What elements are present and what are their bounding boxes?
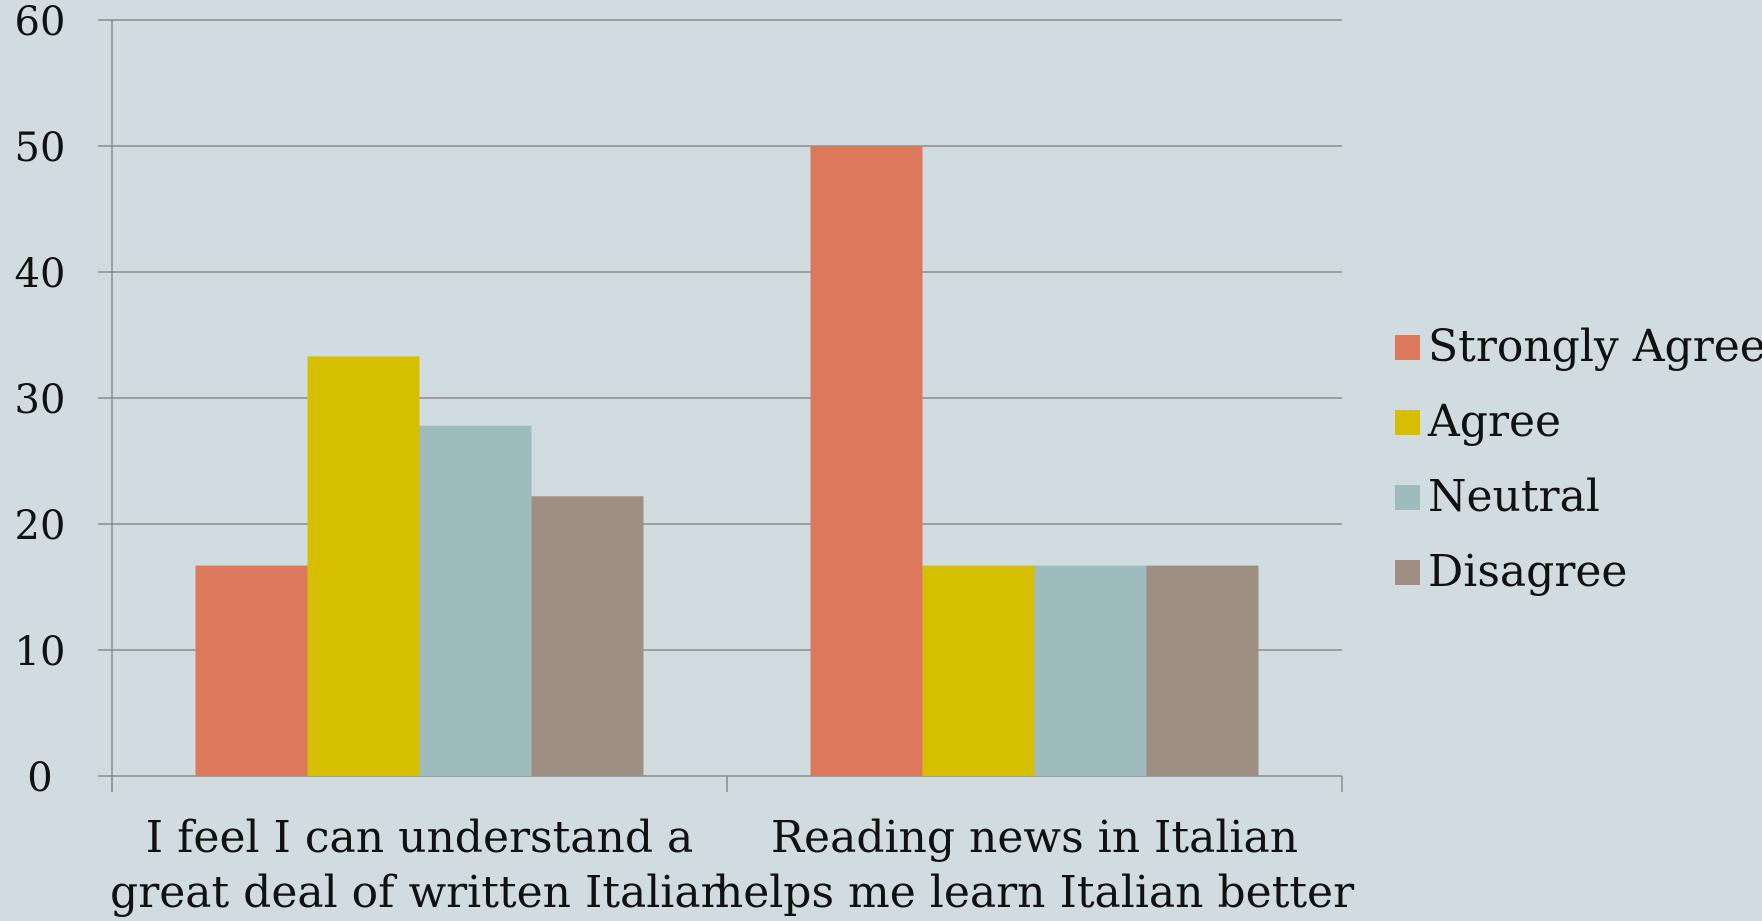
legend-label: Agree — [1428, 396, 1562, 447]
legend-label: Disagree — [1428, 546, 1628, 597]
y-tick-label: 40 — [15, 251, 66, 297]
legend-item: Disagree — [1395, 547, 1762, 597]
y-tick-label: 50 — [15, 125, 66, 171]
legend-item: Agree — [1395, 397, 1762, 447]
legend-label: Neutral — [1428, 471, 1600, 522]
x-category-label: helps me learn Italian better — [715, 867, 1355, 918]
x-category-label: great deal of written Italian — [110, 867, 729, 918]
legend-swatch — [1395, 334, 1420, 360]
legend-swatch — [1395, 484, 1420, 510]
legend-swatch — [1395, 559, 1420, 585]
bar-agree — [922, 565, 1035, 776]
bar-neutral — [419, 425, 532, 776]
legend-item: Strongly Agree — [1395, 322, 1762, 372]
bar-strongly-agree — [810, 146, 923, 776]
y-tick-label: 20 — [15, 503, 66, 549]
y-tick-label: 0 — [27, 755, 52, 801]
bar-disagree — [1146, 565, 1259, 776]
y-tick-label: 60 — [15, 0, 66, 45]
legend-label: Strongly Agree — [1428, 321, 1762, 372]
bar-disagree — [531, 496, 644, 776]
legend-item: Neutral — [1395, 472, 1762, 522]
x-category-label: I feel I can understand a — [146, 812, 694, 863]
bar-neutral — [1034, 565, 1147, 776]
legend: Strongly Agree Agree Neutral Disagree — [1395, 322, 1762, 597]
legend-swatch — [1395, 409, 1420, 435]
x-category-label: Reading news in Italian — [771, 812, 1298, 863]
y-tick-label: 10 — [15, 629, 66, 675]
bar-strongly-agree — [195, 565, 308, 776]
bar-agree — [307, 356, 420, 776]
y-tick-label: 30 — [15, 377, 66, 423]
